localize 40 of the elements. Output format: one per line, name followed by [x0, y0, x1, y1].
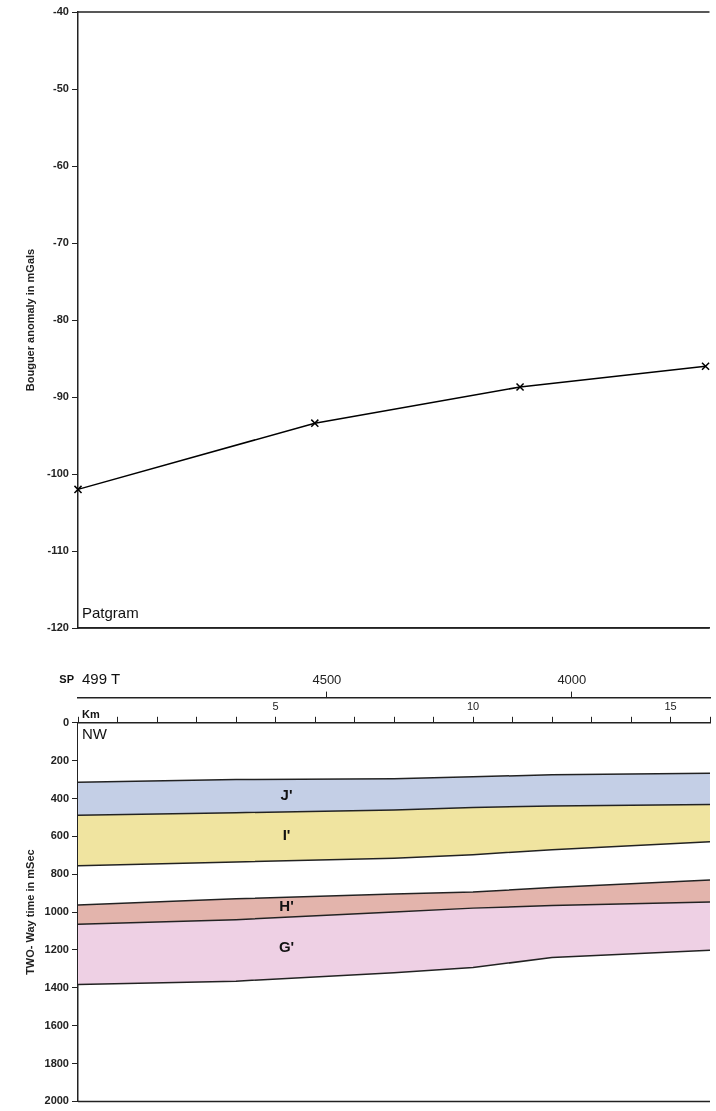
y-tick-label: 1600 — [44, 1018, 69, 1031]
y-tick-label: 400 — [50, 791, 69, 804]
series-label: J' — [280, 785, 293, 803]
y-tick-label: 1800 — [44, 1056, 69, 1069]
y-tick-label: -50 — [53, 82, 69, 95]
y-axis-title: TWO- Way time in mSec — [23, 849, 36, 975]
y-tick-label: 1200 — [44, 942, 69, 955]
point — [73, 485, 83, 494]
x2-tick-label: 4000 — [557, 672, 587, 688]
series-label: H' — [279, 897, 294, 915]
y-tick-label: -90 — [53, 390, 69, 403]
y-tick-label: 2000 — [44, 1094, 69, 1107]
annotation: Patgram — [82, 604, 139, 622]
y-tick-label: -60 — [53, 159, 69, 172]
x2-axis-title: SP — [59, 672, 74, 685]
y-tick-label: -40 — [53, 5, 69, 18]
x2-tick-label: 4500 — [312, 672, 342, 688]
x-tick-label: 15 — [664, 700, 677, 713]
x-tick-label: 5 — [272, 700, 279, 713]
y-tick-label: 200 — [50, 753, 69, 766]
y-axis-title: Bouguer anomaly in mGals — [23, 248, 36, 392]
point — [701, 361, 710, 371]
y-tick-label: -80 — [53, 313, 69, 326]
x-axis-title: Km — [82, 707, 100, 720]
point — [310, 418, 320, 428]
annotation: NW — [82, 724, 108, 742]
series-label: I' — [282, 826, 291, 844]
text: 499 T — [82, 669, 121, 687]
y-tick-label: -70 — [53, 236, 69, 249]
y-tick-label: 0 — [62, 715, 69, 728]
x-tick-label: 10 — [466, 700, 480, 713]
y-tick-label: 600 — [50, 829, 69, 842]
point — [515, 382, 525, 392]
y-tick-label: -120 — [46, 621, 69, 634]
y-tick-label: 1000 — [44, 905, 69, 918]
y-tick-label: 1400 — [44, 980, 69, 993]
y-tick-label: 800 — [50, 867, 69, 880]
series-label: G' — [278, 938, 295, 955]
y-tick-label: -110 — [47, 544, 69, 557]
y-tick-label: -100 — [46, 467, 69, 480]
